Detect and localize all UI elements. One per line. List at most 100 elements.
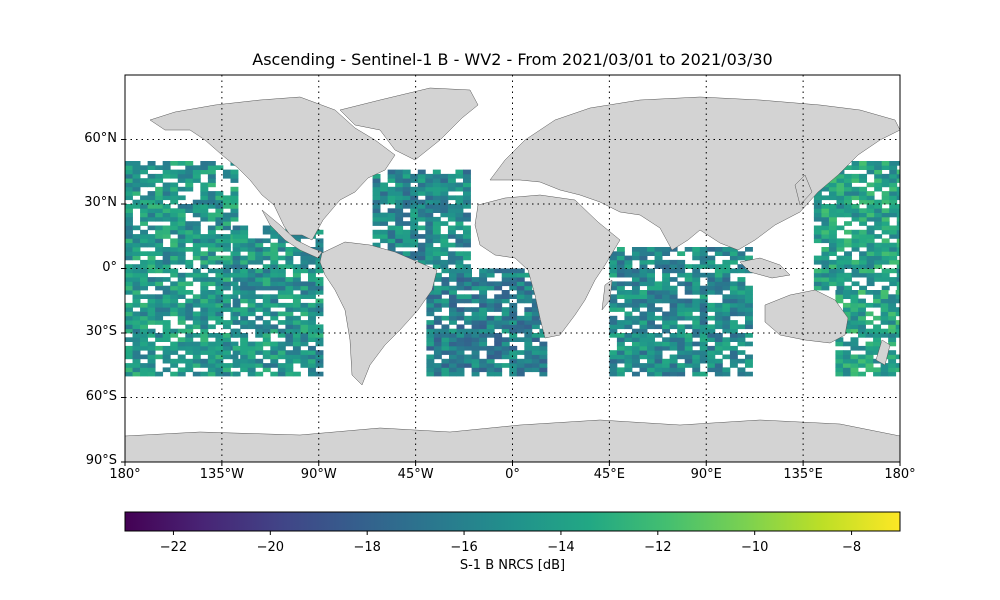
- nrcs-cell: [177, 290, 186, 295]
- nrcs-cell: [232, 251, 241, 256]
- nrcs-cell: [425, 191, 434, 196]
- nrcs-cell: [692, 324, 701, 330]
- nrcs-cell: [745, 315, 753, 321]
- nrcs-cell: [177, 208, 186, 213]
- nrcs-cell: [836, 264, 845, 269]
- nrcs-cell: [240, 367, 249, 373]
- nrcs-cell: [669, 307, 678, 312]
- nrcs-cell: [162, 225, 171, 231]
- nrcs-cell: [896, 272, 900, 278]
- nrcs-cell: [842, 350, 851, 355]
- nrcs-cell: [147, 173, 156, 179]
- australia-shape: [764, 289, 849, 344]
- nrcs-cell: [684, 264, 693, 269]
- nrcs-cell: [140, 285, 149, 291]
- nrcs-cell: [402, 186, 411, 192]
- nrcs-cell: [729, 363, 738, 368]
- nrcs-cell: [531, 320, 540, 325]
- nrcs-cell: [486, 268, 495, 274]
- nrcs-cell: [185, 234, 194, 239]
- nrcs-cell: [162, 251, 171, 256]
- nrcs-cell: [662, 272, 671, 278]
- nrcs-cell: [722, 294, 731, 299]
- nrcs-cell: [170, 221, 179, 226]
- nrcs-cell: [821, 264, 830, 269]
- nrcs-cell: [669, 363, 678, 368]
- nrcs-cell: [200, 204, 209, 209]
- nrcs-cell: [662, 281, 671, 287]
- nrcs-cell: [285, 354, 294, 360]
- nrcs-cell: [433, 294, 442, 299]
- nrcs-cell: [647, 285, 655, 291]
- nrcs-cell: [844, 178, 852, 183]
- nrcs-cell: [486, 285, 495, 291]
- nrcs-cell: [155, 354, 164, 360]
- nrcs-cell: [177, 242, 186, 248]
- nrcs-cell: [170, 225, 179, 231]
- nrcs-cell: [315, 333, 324, 338]
- nrcs-cell: [207, 259, 216, 265]
- nrcs-cell: [873, 290, 882, 295]
- nrcs-cell: [140, 307, 149, 312]
- nrcs-cell: [836, 259, 845, 265]
- nrcs-cell: [247, 302, 256, 308]
- nrcs-cell: [464, 272, 472, 278]
- nrcs-cell: [125, 165, 133, 170]
- nrcs-cell: [222, 354, 231, 360]
- nrcs-cell: [177, 315, 186, 321]
- nrcs-cell: [192, 350, 201, 355]
- nrcs-cell: [222, 259, 231, 265]
- nrcs-cell: [132, 320, 141, 325]
- nrcs-cell: [692, 350, 701, 355]
- nrcs-cell: [850, 354, 859, 360]
- nrcs-cell: [215, 268, 224, 274]
- nrcs-cell: [471, 341, 480, 347]
- nrcs-cell: [247, 255, 256, 261]
- nrcs-cell: [147, 307, 156, 312]
- nrcs-cell: [677, 264, 686, 269]
- nrcs-cell: [479, 358, 488, 364]
- nrcs-cell: [609, 298, 618, 304]
- nrcs-cell: [462, 251, 471, 256]
- nrcs-cell: [509, 315, 518, 321]
- nrcs-cell: [425, 212, 434, 218]
- nrcs-cell: [147, 238, 156, 244]
- nrcs-cell: [866, 208, 875, 213]
- nrcs-cell: [125, 268, 133, 274]
- nrcs-cell: [447, 229, 456, 235]
- nrcs-cell: [170, 358, 179, 364]
- nrcs-cell: [432, 247, 441, 252]
- nrcs-cell: [486, 328, 495, 334]
- nrcs-cell: [896, 191, 900, 196]
- nrcs-cell: [255, 294, 264, 299]
- nrcs-cell: [262, 311, 271, 317]
- nrcs-cell: [889, 195, 898, 201]
- nrcs-cell: [215, 281, 224, 287]
- nrcs-cell: [262, 363, 271, 368]
- nrcs-cell: [880, 307, 889, 312]
- nrcs-cell: [447, 178, 456, 183]
- nrcs-cell: [307, 285, 316, 291]
- nrcs-cell: [714, 311, 723, 317]
- nrcs-cell: [881, 165, 890, 170]
- nrcs-cell: [185, 350, 194, 355]
- nrcs-cell: [851, 208, 860, 213]
- nrcs-cell: [147, 345, 156, 351]
- nrcs-cell: [185, 225, 194, 231]
- nrcs-cell: [699, 341, 708, 347]
- nrcs-cell: [462, 204, 471, 209]
- nrcs-cell: [380, 191, 389, 196]
- nrcs-cell: [609, 315, 618, 321]
- colorbar-label: S-1 B NRCS [dB]: [459, 558, 566, 573]
- nrcs-cell: [240, 255, 249, 261]
- nrcs-cell: [155, 277, 164, 282]
- nrcs-cell: [654, 345, 663, 351]
- nrcs-cell: [828, 208, 837, 213]
- nrcs-cell: [616, 285, 625, 291]
- nrcs-cell: [669, 290, 678, 295]
- nrcs-cell: [895, 294, 900, 299]
- nrcs-cell: [230, 186, 239, 192]
- nrcs-cell: [441, 371, 450, 377]
- nrcs-cell: [307, 294, 316, 299]
- nrcs-cell: [479, 298, 488, 304]
